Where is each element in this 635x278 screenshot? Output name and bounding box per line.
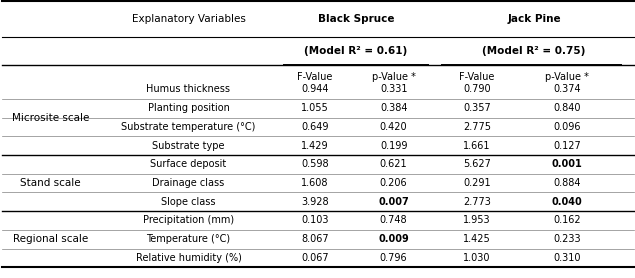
Text: 0.127: 0.127 [554,141,581,151]
Text: 0.840: 0.840 [554,103,581,113]
Text: 0.944: 0.944 [301,85,328,95]
Text: 0.233: 0.233 [554,234,581,244]
Text: 0.598: 0.598 [301,159,328,169]
Text: 0.621: 0.621 [380,159,408,169]
Text: 0.291: 0.291 [463,178,491,188]
Text: Precipitation (mm): Precipitation (mm) [143,215,234,225]
Text: F-Value: F-Value [459,72,495,82]
Text: Explanatory Variables: Explanatory Variables [131,14,245,24]
Text: 8.067: 8.067 [301,234,328,244]
Text: 0.199: 0.199 [380,141,408,151]
Text: 0.310: 0.310 [554,253,581,263]
Text: Jack Pine: Jack Pine [507,14,561,24]
Text: p-Value *: p-Value * [371,72,415,82]
Text: 0.331: 0.331 [380,85,408,95]
Text: 1.055: 1.055 [301,103,329,113]
Text: 0.357: 0.357 [463,103,491,113]
Text: 1.030: 1.030 [464,253,491,263]
Text: Slope class: Slope class [161,197,216,207]
Text: 0.103: 0.103 [301,215,328,225]
Text: p-Value *: p-Value * [545,72,589,82]
Text: 2.773: 2.773 [463,197,491,207]
Text: 0.096: 0.096 [554,122,581,132]
Text: 1.953: 1.953 [463,215,491,225]
Text: 1.608: 1.608 [301,178,328,188]
Text: Stand scale: Stand scale [20,178,81,188]
Text: 0.162: 0.162 [554,215,581,225]
Text: Humus thickness: Humus thickness [147,85,231,95]
Text: 0.649: 0.649 [301,122,328,132]
Text: 0.884: 0.884 [554,178,581,188]
Text: Black Spruce: Black Spruce [318,14,394,24]
Text: 1.425: 1.425 [463,234,491,244]
Text: 0.040: 0.040 [552,197,583,207]
Text: 0.009: 0.009 [378,234,409,244]
Text: Temperature (°C): Temperature (°C) [147,234,231,244]
Text: F-Value: F-Value [297,72,333,82]
Text: 0.001: 0.001 [552,159,583,169]
Text: Drainage class: Drainage class [152,178,225,188]
Text: Relative humidity (%): Relative humidity (%) [135,253,241,263]
Text: 0.790: 0.790 [463,85,491,95]
Text: (Model R² = 0.75): (Model R² = 0.75) [483,46,586,56]
Text: 0.067: 0.067 [301,253,328,263]
Text: Surface deposit: Surface deposit [150,159,227,169]
Text: 0.007: 0.007 [378,197,409,207]
Text: 0.374: 0.374 [554,85,581,95]
Text: 2.775: 2.775 [463,122,491,132]
Text: 0.384: 0.384 [380,103,408,113]
Text: Substrate temperature (°C): Substrate temperature (°C) [121,122,256,132]
Text: 0.796: 0.796 [380,253,408,263]
Text: 1.429: 1.429 [301,141,328,151]
Text: 3.928: 3.928 [301,197,328,207]
Text: (Model R² = 0.61): (Model R² = 0.61) [304,46,408,56]
Text: Substrate type: Substrate type [152,141,225,151]
Text: 1.661: 1.661 [464,141,491,151]
Text: Regional scale: Regional scale [13,234,88,244]
Text: Planting position: Planting position [147,103,229,113]
Text: 0.206: 0.206 [380,178,408,188]
Text: 0.748: 0.748 [380,215,408,225]
Text: 0.420: 0.420 [380,122,408,132]
Text: 5.627: 5.627 [463,159,491,169]
Text: Microsite scale: Microsite scale [12,113,90,123]
